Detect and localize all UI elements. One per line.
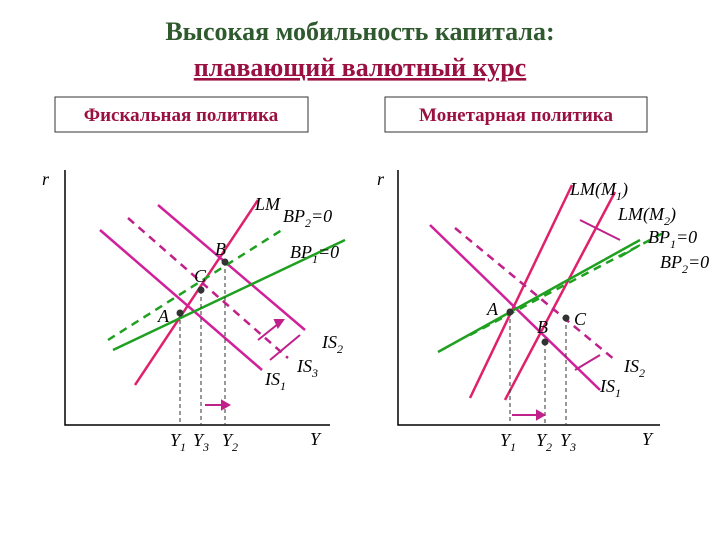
label-part: =0 (688, 252, 709, 272)
label-part: BP (283, 206, 305, 226)
label-part: IS (321, 332, 337, 352)
label-part: 2 (337, 342, 343, 356)
label-part: 2 (682, 262, 688, 276)
label-part: Y (560, 430, 572, 450)
label-part: 3 (311, 366, 318, 380)
label: Y (642, 429, 654, 449)
label: A (157, 306, 170, 326)
label: Y (310, 429, 322, 449)
label: BP1=0 (648, 227, 697, 251)
label-part: IS (599, 376, 615, 396)
label-part: =0 (318, 242, 339, 262)
label-part: IS (623, 356, 639, 376)
label: LM (254, 194, 281, 214)
label: BP2=0 (283, 206, 332, 230)
label: IS2 (321, 332, 343, 356)
label: Y1 (170, 430, 186, 454)
points (176, 258, 570, 346)
label-part: 1 (180, 440, 186, 454)
label: B (537, 317, 548, 337)
label-part: Y (536, 430, 548, 450)
label: IS1 (599, 376, 621, 400)
label-part: 1 (670, 237, 676, 251)
label: IS1 (264, 369, 286, 393)
label-part: BP (660, 252, 682, 272)
title: плавающий валютный курс (194, 53, 526, 82)
label-part: BP (290, 242, 312, 262)
label: BP1=0 (290, 242, 339, 266)
label-part: =0 (676, 227, 697, 247)
label-part: Y (222, 430, 234, 450)
label-part: 2 (639, 366, 645, 380)
label: Y1 (500, 430, 516, 454)
button-label[interactable]: Фискальная политика (84, 105, 279, 126)
label: LM(M1) (569, 179, 628, 203)
label: Y2 (536, 430, 552, 454)
title: Высокая мобильность капитала: (165, 17, 554, 46)
label-part: 1 (312, 252, 318, 266)
label-part: ) (621, 179, 628, 200)
label-part: 1 (510, 440, 516, 454)
label: BP2=0 (660, 252, 709, 276)
label: C (574, 309, 587, 329)
label-part: 3 (569, 440, 576, 454)
label-part: LM(M (617, 204, 665, 225)
label: Y2 (222, 430, 238, 454)
label: IS2 (623, 356, 645, 380)
label: C (194, 266, 207, 286)
label-part: =0 (311, 206, 332, 226)
label: A (486, 299, 499, 319)
label: Y3 (560, 430, 576, 454)
label-part: LM(M (569, 179, 617, 200)
curves (99, 184, 666, 401)
label-part: BP (648, 227, 670, 247)
axes (64, 170, 660, 426)
button[interactable] (384, 96, 648, 133)
guides (179, 262, 567, 425)
label-part: 1 (616, 189, 622, 203)
button[interactable] (54, 96, 309, 133)
label: Y3 (193, 430, 209, 454)
label: r (42, 169, 50, 189)
label-part: 1 (280, 379, 286, 393)
label-part: 2 (305, 216, 311, 230)
label-part: ) (669, 204, 676, 225)
label-part: 2 (664, 214, 670, 228)
arrows (205, 219, 641, 421)
button-label[interactable]: Монетарная политика (419, 105, 613, 126)
label-part: Y (170, 430, 182, 450)
label: IS3 (296, 356, 318, 380)
label: r (377, 169, 385, 189)
label-part: Y (193, 430, 205, 450)
label-part: 2 (232, 440, 238, 454)
label: B (215, 239, 226, 259)
label-part: IS (296, 356, 312, 376)
label-part: IS (264, 369, 280, 389)
label-part: Y (500, 430, 512, 450)
label-part: 3 (202, 440, 209, 454)
label: LM(M2) (617, 204, 676, 228)
label-part: 2 (546, 440, 552, 454)
label-part: 1 (615, 386, 621, 400)
